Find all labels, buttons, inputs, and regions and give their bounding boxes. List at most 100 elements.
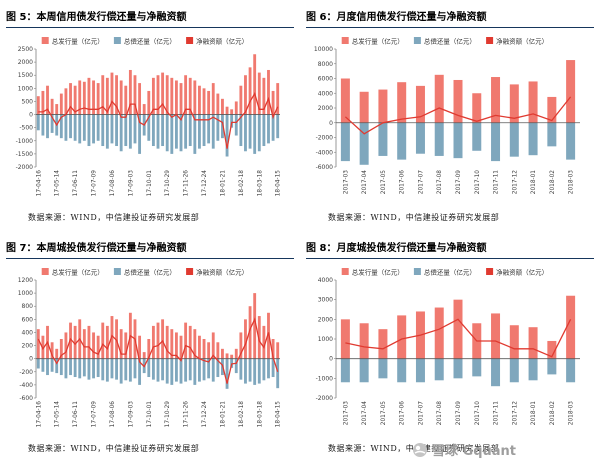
svg-text:总发行量（亿元）: 总发行量（亿元） bbox=[52, 268, 104, 277]
svg-text:2018-03: 2018-03 bbox=[569, 170, 575, 195]
svg-text:2017-11: 2017-11 bbox=[494, 170, 500, 195]
svg-text:总发行量（亿元）: 总发行量（亿元） bbox=[352, 268, 404, 277]
svg-text:2017-04: 2017-04 bbox=[362, 170, 368, 195]
svg-text:2017-05: 2017-05 bbox=[381, 401, 387, 426]
svg-text:总偿还量（亿元）: 总偿还量（亿元） bbox=[424, 268, 476, 277]
figure8-chart: 总发行量（亿元） 总偿还量（亿元） 净融资额（亿元） -2000 -1000 0 1000 2… bbox=[316, 268, 580, 426]
svg-text:2017-12: 2017-12 bbox=[512, 170, 518, 195]
svg-text:2000: 2000 bbox=[18, 59, 33, 66]
svg-text:800: 800 bbox=[22, 303, 34, 310]
svg-text:总偿还量（亿元）: 总偿还量（亿元） bbox=[124, 37, 176, 46]
svg-text:18-03-18: 18-03-18 bbox=[257, 401, 263, 428]
svg-text:18-01-21: 18-01-21 bbox=[220, 170, 226, 197]
svg-text:17-10-29: 17-10-29 bbox=[165, 170, 171, 197]
svg-text:17-08-06: 17-08-06 bbox=[110, 170, 116, 197]
svg-text:2017-12: 2017-12 bbox=[512, 401, 518, 426]
svg-text:总偿还量（亿元）: 总偿还量（亿元） bbox=[424, 37, 476, 46]
svg-text:总发行量（亿元）: 总发行量（亿元） bbox=[352, 37, 404, 46]
svg-text:17-07-09: 17-07-09 bbox=[92, 401, 98, 428]
svg-text:17-11-26: 17-11-26 bbox=[184, 401, 190, 428]
figure-panel-7: 图 7：本周城投债发行偿还量与净融资额 总发行量（亿元） 总偿还量（亿元） 净融资额… bbox=[4, 237, 296, 454]
svg-text:-1000: -1000 bbox=[316, 375, 334, 382]
svg-text:17-05-14: 17-05-14 bbox=[55, 401, 61, 428]
svg-text:2018-01: 2018-01 bbox=[531, 401, 537, 426]
figure-panel-5: 图 5：本周信用债发行偿还量与净融资额 总发行量（亿元） 总偿还量（亿元） 净融资额… bbox=[4, 6, 296, 223]
svg-text:4000: 4000 bbox=[318, 277, 333, 284]
svg-text:-600: -600 bbox=[19, 395, 33, 402]
svg-text:2018-02: 2018-02 bbox=[550, 401, 556, 426]
svg-text:2017-11: 2017-11 bbox=[494, 401, 500, 426]
watermark-text: 雪球 Gquant bbox=[432, 444, 516, 459]
svg-text:1000: 1000 bbox=[18, 290, 33, 297]
svg-text:净融资额（亿元）: 净融资额（亿元） bbox=[196, 268, 248, 277]
svg-text:17-08-06: 17-08-06 bbox=[110, 401, 116, 428]
figure-panel-8: 图 8：月度城投债发行偿还量与净融资额 总发行量（亿元） 总偿还量（亿元） 净融资额… bbox=[304, 237, 596, 454]
svg-text:2017-04: 2017-04 bbox=[362, 401, 368, 426]
figure5-data-source: 数据来源：WIND，中信建投证券研究发展部 bbox=[28, 213, 200, 222]
svg-text:-2000: -2000 bbox=[316, 395, 334, 402]
svg-text:17-11-26: 17-11-26 bbox=[184, 170, 190, 197]
figure7-chart: 总发行量（亿元） 总偿还量（亿元） 净融资额（亿元） -600 -400 -200 0 200… bbox=[18, 268, 282, 428]
svg-text:17-12-24: 17-12-24 bbox=[202, 170, 208, 197]
figure7-data-source: 数据来源：WIND，中信建投证券研究发展部 bbox=[28, 444, 200, 453]
svg-text:17-10-01: 17-10-01 bbox=[147, 401, 153, 428]
svg-text:2500: 2500 bbox=[18, 46, 33, 53]
svg-text:2018-02: 2018-02 bbox=[550, 170, 556, 195]
snowball-logo-icon bbox=[413, 442, 427, 457]
svg-text:净融资额（亿元）: 净融资额（亿元） bbox=[496, 37, 548, 46]
svg-text:-1500: -1500 bbox=[16, 151, 34, 158]
svg-text:17-10-01: 17-10-01 bbox=[147, 170, 153, 197]
svg-text:2017-08: 2017-08 bbox=[437, 401, 443, 426]
svg-text:0: 0 bbox=[29, 356, 33, 363]
svg-text:0: 0 bbox=[329, 120, 333, 127]
svg-text:8000: 8000 bbox=[318, 61, 333, 68]
svg-text:17-10-29: 17-10-29 bbox=[165, 401, 171, 428]
svg-text:净融资额（亿元）: 净融资额（亿元） bbox=[196, 37, 248, 46]
svg-text:总偿还量（亿元）: 总偿还量（亿元） bbox=[124, 268, 176, 277]
svg-text:17-04-16: 17-04-16 bbox=[36, 170, 42, 197]
svg-text:2017-03: 2017-03 bbox=[343, 170, 349, 195]
svg-text:2017-08: 2017-08 bbox=[437, 170, 443, 195]
svg-text:-500: -500 bbox=[19, 125, 33, 132]
svg-text:净融资额（亿元）: 净融资额（亿元） bbox=[496, 268, 548, 277]
svg-text:1500: 1500 bbox=[18, 72, 33, 79]
svg-text:2000: 2000 bbox=[318, 105, 333, 112]
svg-text:400: 400 bbox=[22, 329, 34, 336]
svg-text:18-02-18: 18-02-18 bbox=[239, 401, 245, 428]
svg-text:18-01-21: 18-01-21 bbox=[220, 401, 226, 428]
charts-grid: 图 5：本周信用债发行偿还量与净融资额 总发行量（亿元） 总偿还量（亿元） 净融资额… bbox=[4, 6, 596, 454]
figure-panel-6: 图 6：月度信用债发行偿还量与净融资额 总发行量（亿元） 总偿还量（亿元） 净融资额… bbox=[304, 6, 596, 223]
svg-text:2017-10: 2017-10 bbox=[475, 170, 481, 195]
figure5-chart: 总发行量（亿元） 总偿还量（亿元） 净融资额（亿元） -2000 -1500 -1000 -… bbox=[16, 37, 282, 197]
svg-text:6000: 6000 bbox=[318, 76, 333, 83]
svg-text:1000: 1000 bbox=[318, 336, 333, 343]
svg-text:200: 200 bbox=[22, 343, 34, 350]
svg-text:-1000: -1000 bbox=[16, 138, 34, 145]
svg-text:0: 0 bbox=[329, 356, 333, 363]
svg-text:17-05-14: 17-05-14 bbox=[55, 170, 61, 197]
svg-text:2017-06: 2017-06 bbox=[400, 170, 406, 195]
svg-text:2017-09: 2017-09 bbox=[456, 401, 462, 426]
svg-text:17-06-11: 17-06-11 bbox=[73, 401, 79, 428]
svg-text:2000: 2000 bbox=[318, 316, 333, 323]
svg-text:-400: -400 bbox=[19, 382, 33, 389]
svg-text:17-04-16: 17-04-16 bbox=[36, 401, 42, 428]
svg-text:600: 600 bbox=[22, 316, 34, 323]
figure8-title: 图 8：月度城投债发行偿还量与净融资额 bbox=[306, 237, 594, 259]
svg-text:2017-05: 2017-05 bbox=[381, 170, 387, 195]
svg-text:2017-09: 2017-09 bbox=[456, 170, 462, 195]
figure5-title: 图 5：本周信用债发行偿还量与净融资额 bbox=[6, 6, 294, 28]
svg-text:3000: 3000 bbox=[318, 297, 333, 304]
svg-text:2018-01: 2018-01 bbox=[531, 170, 537, 195]
svg-text:17-09-03: 17-09-03 bbox=[128, 401, 134, 428]
svg-text:-6000: -6000 bbox=[316, 164, 334, 171]
figure7-title: 图 7：本周城投债发行偿还量与净融资额 bbox=[6, 237, 294, 259]
svg-text:1200: 1200 bbox=[18, 277, 33, 284]
svg-text:-2000: -2000 bbox=[316, 135, 334, 142]
svg-text:总发行量（亿元）: 总发行量（亿元） bbox=[52, 37, 104, 46]
svg-text:2017-07: 2017-07 bbox=[418, 170, 424, 195]
svg-text:17-09-03: 17-09-03 bbox=[128, 170, 134, 197]
svg-text:2018-03: 2018-03 bbox=[569, 401, 575, 426]
svg-text:2017-07: 2017-07 bbox=[418, 401, 424, 426]
svg-text:18-04-15: 18-04-15 bbox=[276, 401, 282, 428]
